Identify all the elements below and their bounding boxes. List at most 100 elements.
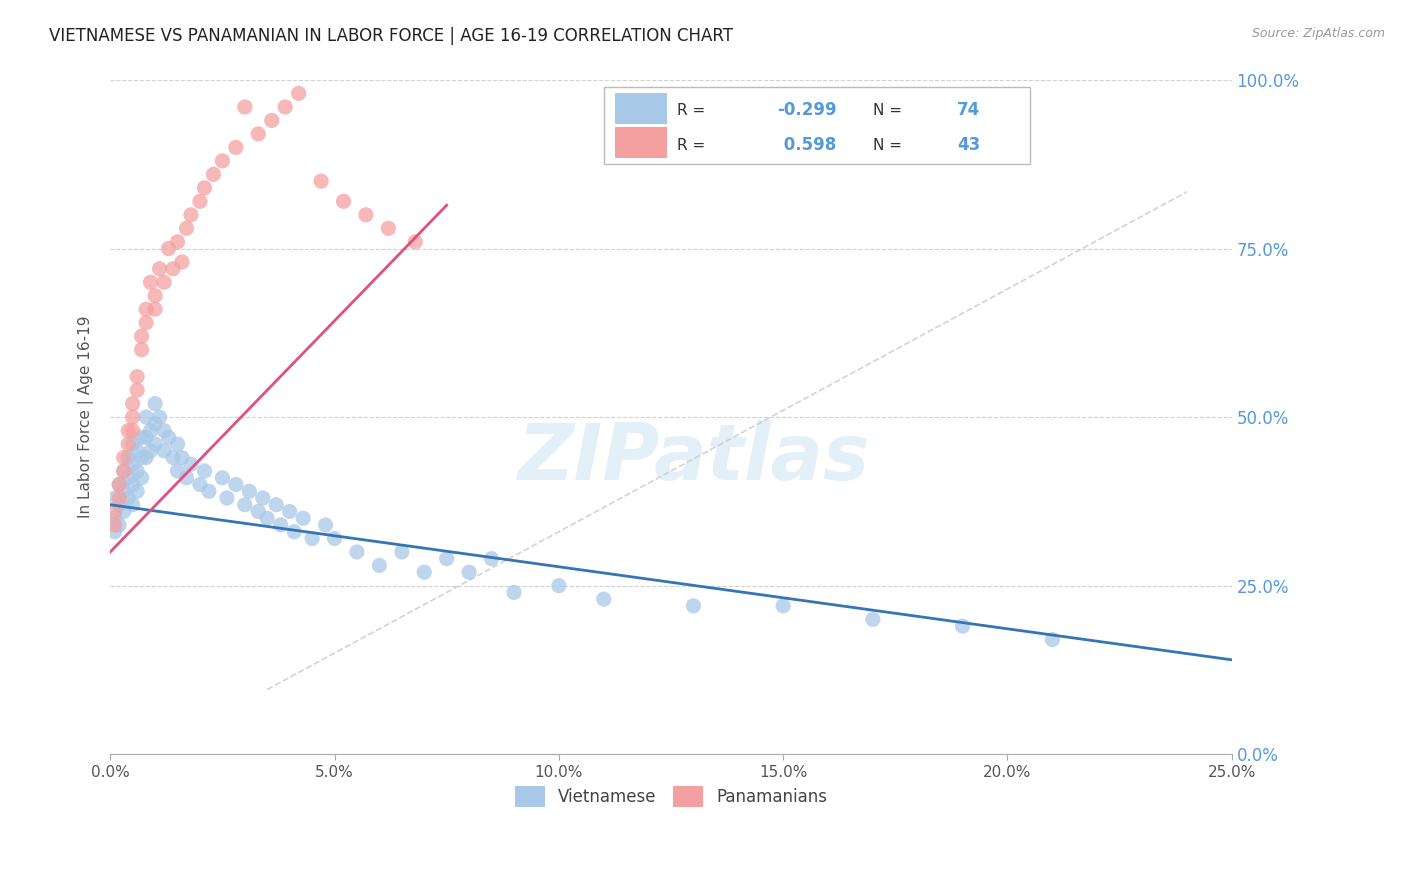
Y-axis label: In Labor Force | Age 16-19: In Labor Force | Age 16-19 (79, 316, 94, 518)
Point (952, 619, 974, 633)
Point (127, 464, 149, 478)
Point (413, 565, 436, 579)
Point (193, 464, 215, 478)
Point (682, 599, 704, 613)
Text: R =: R = (676, 138, 704, 153)
FancyBboxPatch shape (603, 87, 1029, 164)
Point (170, 255, 193, 269)
Point (157, 430, 180, 444)
Point (112, 504, 135, 518)
Text: VIETNAMESE VS PANAMANIAN IN LABOR FORCE | AGE 16-19 CORRELATION CHART: VIETNAMESE VS PANAMANIAN IN LABOR FORCE … (49, 27, 733, 45)
Point (309, 174, 332, 188)
Point (135, 450, 157, 465)
Point (180, 208, 202, 222)
Point (104, 524, 127, 539)
Legend: Vietnamese, Panamanians: Vietnamese, Panamanians (508, 780, 834, 814)
Point (108, 477, 131, 491)
Text: N =: N = (873, 138, 901, 153)
Point (368, 558, 391, 573)
Point (117, 491, 139, 505)
Point (270, 518, 292, 533)
Point (264, 498, 287, 512)
Text: -0.299: -0.299 (778, 102, 837, 120)
Point (180, 458, 202, 472)
Point (143, 396, 166, 410)
FancyBboxPatch shape (614, 93, 666, 124)
Point (121, 396, 143, 410)
Point (287, 87, 309, 101)
Point (143, 302, 166, 317)
Point (283, 524, 305, 539)
Point (292, 511, 315, 525)
Point (225, 140, 247, 154)
Point (176, 221, 198, 235)
Point (127, 383, 149, 397)
Point (108, 477, 131, 491)
Point (112, 464, 135, 478)
Point (202, 167, 225, 181)
Point (225, 477, 247, 491)
Point (131, 329, 153, 343)
Point (135, 302, 157, 317)
Point (127, 443, 149, 458)
Point (121, 424, 143, 438)
Point (117, 450, 139, 465)
Point (131, 471, 153, 485)
Point (188, 194, 211, 209)
Point (547, 579, 569, 593)
FancyBboxPatch shape (614, 127, 666, 158)
Point (139, 424, 162, 438)
Point (391, 545, 413, 559)
Point (108, 498, 131, 512)
Point (117, 471, 139, 485)
Point (247, 504, 270, 518)
Point (104, 518, 127, 533)
Point (131, 430, 153, 444)
Point (238, 484, 260, 499)
Point (233, 100, 256, 114)
Point (377, 221, 399, 235)
Point (112, 484, 135, 499)
Point (233, 498, 256, 512)
Point (121, 410, 143, 425)
Point (121, 437, 143, 451)
Point (278, 504, 301, 518)
Point (135, 410, 157, 425)
Point (436, 551, 458, 566)
Point (153, 275, 176, 289)
Text: Source: ZipAtlas.com: Source: ZipAtlas.com (1251, 27, 1385, 40)
Point (211, 153, 233, 168)
Point (149, 261, 172, 276)
Point (772, 599, 794, 613)
Point (198, 484, 221, 499)
Point (121, 477, 143, 491)
Point (193, 181, 215, 195)
Point (121, 458, 143, 472)
Text: 43: 43 (957, 136, 980, 154)
Point (108, 518, 131, 533)
Point (1040, 632, 1063, 647)
Point (127, 369, 149, 384)
Point (104, 491, 127, 505)
Point (481, 551, 503, 566)
Point (112, 450, 135, 465)
Point (592, 592, 614, 607)
Point (143, 417, 166, 431)
Point (117, 437, 139, 451)
Point (127, 484, 149, 499)
Point (162, 261, 184, 276)
Point (139, 443, 162, 458)
Point (112, 464, 135, 478)
Point (143, 289, 166, 303)
Point (117, 424, 139, 438)
Point (332, 194, 354, 209)
Point (104, 511, 127, 525)
Point (404, 235, 426, 249)
Point (131, 450, 153, 465)
Point (215, 491, 238, 505)
Point (135, 430, 157, 444)
Point (135, 316, 157, 330)
Point (162, 450, 184, 465)
Point (139, 275, 162, 289)
Point (108, 491, 131, 505)
